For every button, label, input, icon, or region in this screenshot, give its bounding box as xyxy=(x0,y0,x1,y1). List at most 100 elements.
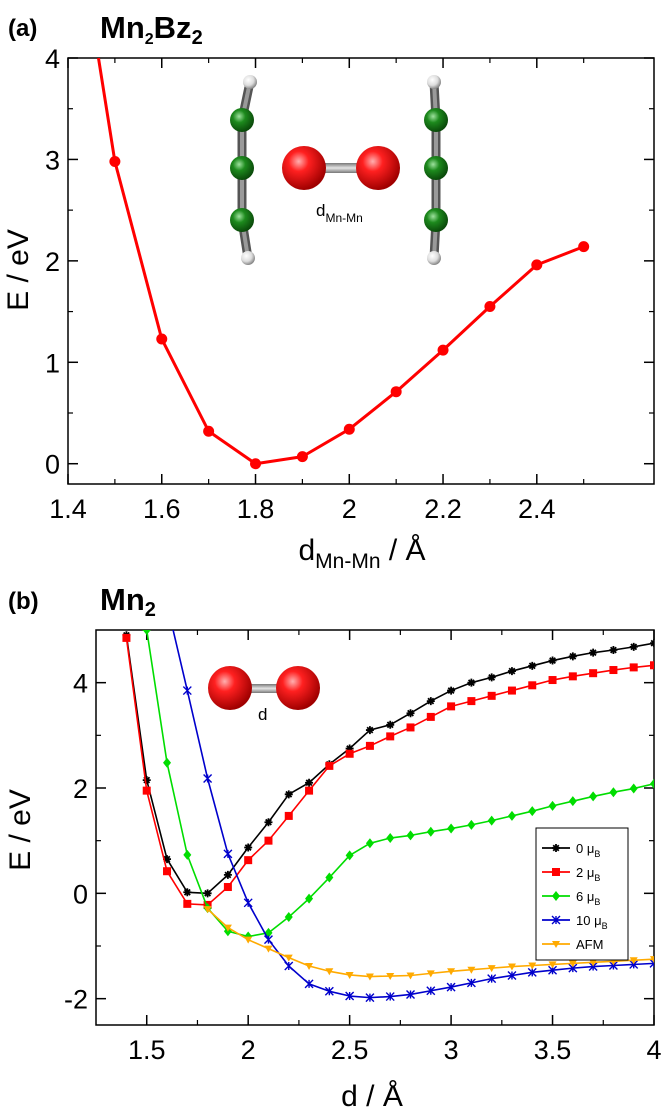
panel-b-data-point xyxy=(284,811,293,820)
panel-b-data-point xyxy=(122,633,131,642)
panel-b-data-point xyxy=(142,630,151,635)
panel-a-series xyxy=(96,58,590,470)
panel-a-data-point xyxy=(203,425,215,437)
panel-b-data-point xyxy=(548,676,557,685)
panel-b-data-point xyxy=(548,961,557,969)
panel-b-data-point xyxy=(507,963,516,971)
panel-b-data-point xyxy=(163,855,172,864)
panel-b-data-point xyxy=(650,661,654,670)
panel-b-data-point xyxy=(304,979,314,989)
panel-a-xtick-label: 2.4 xyxy=(518,494,556,524)
panel-b-data-point xyxy=(142,776,151,785)
panel-b-data-point xyxy=(345,744,354,753)
panel-b-data-point xyxy=(609,666,618,675)
panel-b-xtick-label: 3 xyxy=(444,1035,459,1065)
legend-entry: 10 μB xyxy=(576,913,608,931)
panel-b-data-point xyxy=(223,883,232,892)
panel-b-data-point xyxy=(223,849,233,859)
panel-b-data-point xyxy=(305,893,314,904)
panel-a-xtick-label: 1.8 xyxy=(237,494,275,524)
panel-b-data-point xyxy=(528,661,537,670)
panel-b-data-point xyxy=(507,970,517,980)
panel-b-data-point xyxy=(142,786,151,795)
panel-b-label: (b) xyxy=(8,588,39,615)
panel-b-data-point xyxy=(244,856,253,865)
panel-b-xtick-label: 1.5 xyxy=(128,1035,166,1065)
panel-b-data-point xyxy=(223,870,232,879)
panel-a-data-point xyxy=(109,155,121,167)
panel-b-data-point xyxy=(447,968,456,976)
panel-b-legend: 0 μB 2 μB 6 μB 10 μB AFM xyxy=(535,827,629,961)
panel-b-series-0 xyxy=(122,631,654,898)
panel-b-data-point xyxy=(548,656,557,665)
legend-marker xyxy=(552,941,560,948)
panel-b-data-point xyxy=(284,961,294,971)
panel-b-data-point xyxy=(406,709,415,718)
panel-b-data-point xyxy=(568,796,577,807)
panel-b: (b) Mn2 1.5 2 2.5 3 3.5 4 -2 0 2 4 E / eV d / Å d… xyxy=(4,582,662,1113)
panel-b-data-point xyxy=(325,968,334,976)
panel-a-ytick-label: 3 xyxy=(45,145,60,175)
panel-a-ylabel: E / eV xyxy=(2,229,35,311)
legend-entry: 2 μB xyxy=(576,865,600,883)
panel-b-data-point xyxy=(244,843,253,852)
panel-b-data-point xyxy=(609,787,618,798)
panel-b-data-point xyxy=(426,697,435,706)
panel-b-data-point xyxy=(386,973,395,981)
panel-b-data-point xyxy=(345,991,355,1001)
mn-atom-left xyxy=(282,146,326,190)
panel-a-xlabel: dMn-Mn / Å xyxy=(298,534,425,573)
panel-a-data-point xyxy=(484,301,496,312)
panel-b-data-point xyxy=(406,723,415,732)
panel-b-data-point xyxy=(467,678,476,687)
panel-b-data-point xyxy=(263,935,273,945)
panel-b-data-point xyxy=(305,778,314,787)
panel-b-data-point xyxy=(629,663,638,672)
panel-b-ytick-label: 0 xyxy=(73,879,88,909)
panel-b-data-point xyxy=(386,732,395,741)
panel-b-ytick-label: -2 xyxy=(64,985,88,1015)
mn-mn-bond xyxy=(310,163,378,173)
panel-b-series-1 xyxy=(122,633,654,909)
panel-b-data-point xyxy=(284,912,293,923)
panel-b-data-point xyxy=(305,786,314,795)
panel-b-data-point xyxy=(507,810,516,821)
panel-b-data-point xyxy=(447,702,456,711)
panel-b-data-point xyxy=(365,838,374,849)
panel-b-data-point xyxy=(264,945,273,953)
panel-b-series-3 xyxy=(172,630,654,1003)
panel-b-data-point xyxy=(426,712,435,721)
panel-b-data-point xyxy=(406,830,415,841)
panel-a-xtick-label: 2.2 xyxy=(424,494,462,524)
legend-entry: 6 μB xyxy=(576,889,600,907)
legend-marker xyxy=(552,868,560,876)
panel-b-data-point xyxy=(264,818,273,827)
panel-b-data-point xyxy=(183,899,192,908)
mn2-bond xyxy=(232,684,294,693)
panel-b-ylabel: E / eV xyxy=(4,789,37,871)
panel-b-data-point xyxy=(244,936,253,944)
panel-b-data-point xyxy=(527,967,537,977)
panel-b-data-point xyxy=(345,971,354,979)
panel-b-data-point xyxy=(447,686,456,695)
panel-a-ytick-label: 1 xyxy=(45,348,60,378)
panel-b-data-point xyxy=(528,806,537,817)
panel-b-data-point xyxy=(650,956,654,964)
panel-b-data-point xyxy=(629,783,638,794)
panel-b-data-point xyxy=(568,672,577,681)
panel-b-data-point xyxy=(223,924,232,932)
panel-b-xtick-label: 4 xyxy=(646,1035,661,1065)
panel-b-data-point xyxy=(629,642,638,651)
panel-b-data-point xyxy=(487,974,497,984)
panel-b-data-point xyxy=(426,986,436,996)
mn-atom-right xyxy=(356,146,400,190)
panel-b-data-point xyxy=(365,993,375,1003)
panel-a-data-point xyxy=(531,259,543,271)
panel-a-series-line xyxy=(96,58,585,466)
panel-b-data-point xyxy=(243,898,253,908)
panel-b-data-point xyxy=(203,774,213,784)
panel-b-data-point xyxy=(528,962,537,970)
panel-b-series xyxy=(122,630,654,1003)
